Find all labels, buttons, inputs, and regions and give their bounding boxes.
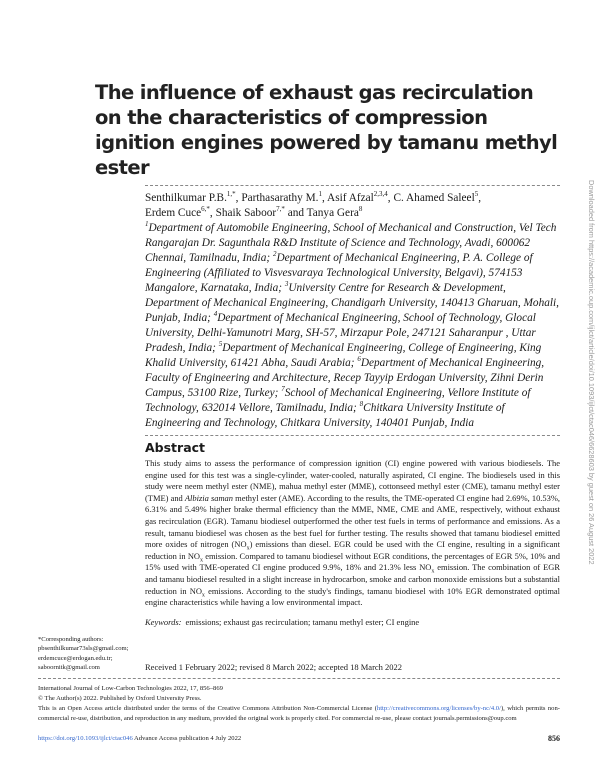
author: Senthilkumar P.B.1,* xyxy=(145,190,236,204)
email[interactable]: pbsenthilkumar73sls@gmail.com; xyxy=(38,645,129,653)
journal-footer: International Journal of Low-Carbon Tech… xyxy=(38,684,560,722)
email[interactable]: saboornitk@gmail.com xyxy=(38,664,100,672)
author: Parthasarathy M.1 xyxy=(241,190,323,204)
abstract-text: This study aims to assess the performanc… xyxy=(145,458,560,608)
author: Asif Afzal2,3,4 xyxy=(327,190,388,204)
article-title: The influence of exhaust gas recirculati… xyxy=(95,81,558,179)
affiliation: 8Chitkara University Institute of Engine… xyxy=(145,400,505,429)
author: Tanya Gera8 xyxy=(306,205,363,219)
divider xyxy=(145,185,560,186)
author-list: Senthilkumar P.B.1,*, Parthasarathy M.1,… xyxy=(145,190,482,219)
received-dates: Received 1 February 2022; revised 8 Marc… xyxy=(145,661,403,672)
affiliation: 3University Centre for Research & Develo… xyxy=(145,280,559,324)
affiliation: 2Department of Mechanical Engineering, P… xyxy=(145,250,533,294)
affiliation: 6Department of Mechanical Engineering, F… xyxy=(145,355,545,399)
abstract-heading: Abstract xyxy=(145,440,206,455)
doi-line: https://doi.org/10.1093/ijlct/ctac046 Ad… xyxy=(38,734,242,742)
author: Erdem Cuce6,* xyxy=(145,205,210,219)
author: Shaik Saboor7,* xyxy=(215,205,285,219)
divider xyxy=(38,677,560,679)
affiliations: 1Department of Automobile Engineering, S… xyxy=(145,221,560,431)
divider xyxy=(145,435,560,436)
affiliation: 7School of Mechanical Engineering, Vello… xyxy=(145,385,531,414)
keywords: Keywords: emissions; exhaust gas recircul… xyxy=(145,616,420,627)
affiliation: 4Department of Mechanical Engineering, S… xyxy=(145,310,536,354)
doi-link[interactable]: https://doi.org/10.1093/ijlct/ctac046 xyxy=(38,734,133,742)
affiliation: 5Department of Mechanical Engineering, C… xyxy=(145,340,542,369)
paper-page: The influence of exhaust gas recirculati… xyxy=(38,81,560,743)
email[interactable]: erdemcuce@erdogan.edu.tr; xyxy=(38,654,113,662)
page-number: 856 xyxy=(548,733,560,743)
license-link[interactable]: http://creativecommons.org/licenses/by-n… xyxy=(376,704,501,712)
corresponding-authors: *Corresponding authors: pbsenthilkumar73… xyxy=(38,635,142,673)
download-watermark: Downloaded from https://academic.oup.com… xyxy=(587,180,596,565)
affiliation: 1Department of Automobile Engineering, S… xyxy=(145,220,557,264)
author: C. Ahamed Saleel5 xyxy=(393,190,479,204)
